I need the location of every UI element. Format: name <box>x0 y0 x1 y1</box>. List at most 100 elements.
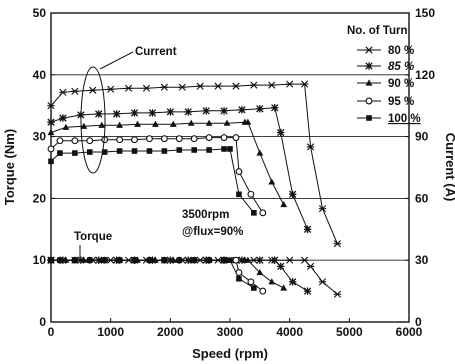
torque-point-100pct-6 <box>131 257 138 263</box>
current-point-90pct-13 <box>256 149 264 156</box>
x-tick-label-2000: 2000 <box>157 325 184 339</box>
torque-point-85pct-16 <box>303 287 312 295</box>
torque-point-100pct-4 <box>101 257 108 263</box>
current-point-85pct-3 <box>95 110 103 118</box>
current-point-85pct-7 <box>166 108 175 116</box>
torque-point-100pct-1 <box>57 257 63 263</box>
current-point-100pct-15 <box>251 210 257 216</box>
torque-point-100pct-5 <box>116 257 123 263</box>
torque-point-90pct-14 <box>268 278 276 285</box>
x-tick-label-5000: 5000 <box>336 325 363 339</box>
current-point-90pct-7 <box>169 120 177 127</box>
current-point-80pct-5 <box>124 84 133 92</box>
legend-label-95pct: 95 % <box>388 96 414 108</box>
current-point-90pct-12 <box>244 118 252 125</box>
legend: 80 % 85 % 90 % 95 % 100 % <box>357 45 421 125</box>
torque-point-90pct-13 <box>256 268 264 276</box>
current-point-100pct-9 <box>176 147 183 153</box>
x-axis-title: Speed (rpm) <box>192 346 268 361</box>
current-point-100pct-11 <box>206 147 212 153</box>
current-point-85pct-16 <box>303 225 312 233</box>
current-point-100pct-4 <box>101 149 108 155</box>
torque-point-80pct-17 <box>318 278 327 286</box>
current-point-95pct-13 <box>232 134 240 142</box>
current-point-95pct-12 <box>220 134 228 142</box>
current-point-80pct-11 <box>232 82 240 90</box>
current-line-90pct <box>50 121 285 205</box>
y-left-tick-label-10: 10 <box>33 253 47 267</box>
y-left-tick-label-30: 30 <box>33 130 47 144</box>
speed-note-line1: 3500rpm <box>182 209 229 221</box>
current-point-95pct-8 <box>160 135 168 143</box>
torque-point-80pct-14 <box>285 256 294 264</box>
current-point-80pct-14 <box>285 80 294 88</box>
current-point-80pct-0 <box>47 102 55 110</box>
y-right-tick-label-30: 30 <box>415 253 429 267</box>
x-tick-label-1000: 1000 <box>97 325 124 339</box>
current-point-90pct-9 <box>205 119 213 126</box>
torque-point-90pct-12 <box>244 256 252 263</box>
current-point-100pct-10 <box>191 147 197 153</box>
current-point-100pct-7 <box>146 148 153 154</box>
x-tick-label-0: 0 <box>48 325 55 339</box>
y-right-tick-label-60: 60 <box>415 191 429 205</box>
current-point-85pct-1 <box>59 114 67 122</box>
current-point-100pct-6 <box>131 148 138 154</box>
current-point-80pct-1 <box>59 88 67 96</box>
current-point-95pct-9 <box>175 135 183 143</box>
current-point-95pct-11 <box>205 134 213 142</box>
speed-note-line2: @flux=90% <box>182 226 243 238</box>
current-annotation: Current <box>135 46 177 58</box>
y-left-tick-label-50: 50 <box>33 6 47 20</box>
current-point-90pct-10 <box>223 119 231 126</box>
current-point-80pct-15 <box>300 80 309 88</box>
plot-area-frame <box>50 12 410 323</box>
torque-point-95pct-13 <box>232 256 240 264</box>
current-point-90pct-4 <box>116 121 124 128</box>
current-point-90pct-5 <box>134 120 141 127</box>
torque-point-100pct-0 <box>48 257 54 263</box>
legend-marker-95pct <box>365 97 373 105</box>
current-point-95pct-16 <box>259 209 267 217</box>
x-tick-label-4000: 4000 <box>276 325 303 339</box>
torque-point-95pct-14 <box>235 269 243 277</box>
torque-point-95pct-15 <box>247 278 255 286</box>
torque-point-90pct-2 <box>80 256 88 263</box>
torque-point-100pct-10 <box>191 257 197 263</box>
current-point-95pct-5 <box>116 136 124 144</box>
torque-annotation: Torque <box>74 231 112 243</box>
current-point-95pct-0 <box>47 145 55 153</box>
torque-point-100pct-11 <box>206 257 212 263</box>
torque-point-100pct-9 <box>176 257 183 263</box>
torque-point-100pct-2 <box>72 257 78 263</box>
current-point-80pct-2 <box>71 87 79 95</box>
current-point-100pct-3 <box>86 149 93 155</box>
torque-point-100pct-14 <box>236 275 242 282</box>
current-point-80pct-18 <box>333 240 342 248</box>
current-point-100pct-14 <box>236 191 242 198</box>
current-point-95pct-1 <box>56 137 64 145</box>
y-axis-right-title: Current (A) <box>443 133 455 202</box>
torque-point-80pct-18 <box>333 290 342 298</box>
current-point-90pct-14 <box>268 178 276 185</box>
y-axis-left-title: Torque (Nm) <box>2 129 17 205</box>
torque-point-100pct-12 <box>221 257 227 263</box>
current-point-85pct-13 <box>271 104 279 112</box>
torque-line-80pct <box>51 259 338 295</box>
current-point-100pct-13 <box>227 146 233 152</box>
torque-point-85pct-13 <box>271 256 279 264</box>
axis-ticks: 0 1000 2000 3000 4000 5000 6000010203040500306… <box>33 6 436 339</box>
legend-title: No. of Turn <box>347 25 407 37</box>
current-point-90pct-3 <box>98 121 106 128</box>
current-group-ellipse <box>80 66 106 174</box>
current-point-85pct-12 <box>256 105 264 113</box>
current-point-80pct-7 <box>160 83 169 91</box>
torque-point-100pct-8 <box>161 257 168 263</box>
current-point-80pct-3 <box>89 86 97 94</box>
series-markers <box>47 80 342 298</box>
torque-point-80pct-15 <box>300 256 309 264</box>
current-annotation-leader <box>99 51 134 70</box>
current-point-95pct-7 <box>146 135 153 143</box>
current-point-80pct-17 <box>318 205 327 213</box>
